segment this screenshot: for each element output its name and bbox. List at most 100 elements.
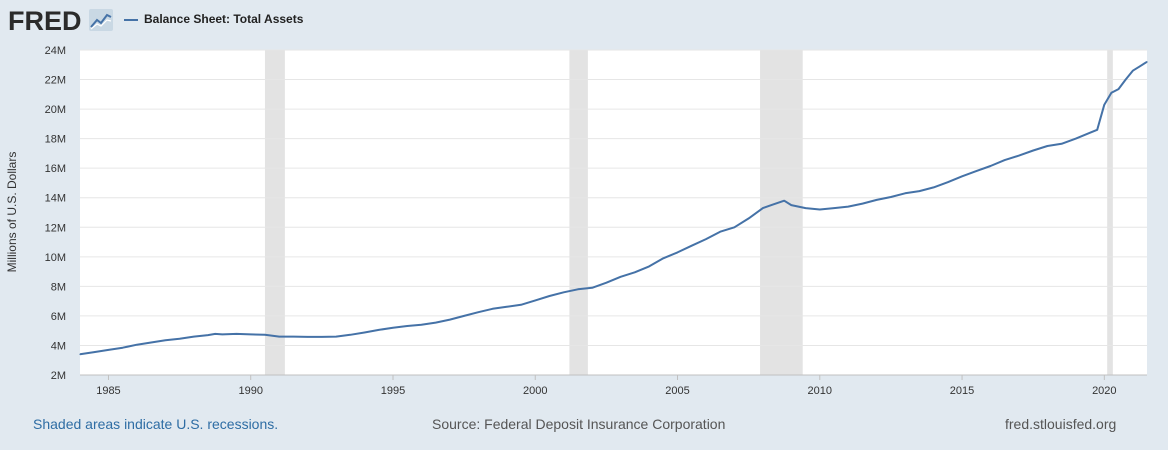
data-point xyxy=(1018,155,1020,157)
data-point xyxy=(378,329,380,331)
data-point xyxy=(1117,88,1120,90)
data-point xyxy=(634,271,636,273)
data-point xyxy=(947,181,949,183)
data-point xyxy=(278,335,280,338)
data-point xyxy=(762,207,764,209)
data-point xyxy=(193,335,195,338)
data-point xyxy=(819,208,821,211)
data-point xyxy=(349,334,351,336)
y-tick-label: 2M xyxy=(51,370,66,382)
data-point xyxy=(733,226,736,228)
data-point xyxy=(1089,132,1091,134)
x-tick-label: 1990 xyxy=(238,385,262,397)
x-tick-label: 2015 xyxy=(950,385,974,397)
data-point xyxy=(804,207,807,209)
y-tick-label: 12M xyxy=(45,222,66,234)
data-point xyxy=(477,311,479,313)
data-point xyxy=(435,321,437,324)
data-point xyxy=(989,165,992,167)
data-point xyxy=(691,245,693,247)
data-point xyxy=(307,336,309,338)
data-point xyxy=(1139,65,1141,67)
y-tick-label: 18M xyxy=(45,134,66,146)
site-link[interactable]: fred.stlouisfed.org xyxy=(1005,416,1117,432)
data-point xyxy=(136,344,138,346)
y-tick-label: 24M xyxy=(45,45,66,57)
x-tick-label: 1985 xyxy=(96,385,120,397)
y-tick-label: 10M xyxy=(45,252,66,264)
data-point xyxy=(548,295,551,297)
data-point xyxy=(748,217,750,220)
data-point xyxy=(150,341,152,344)
data-point xyxy=(363,331,366,334)
data-point xyxy=(1004,159,1006,161)
fred-logo[interactable]: FRED xyxy=(8,6,82,36)
data-point xyxy=(178,338,181,340)
data-point xyxy=(933,186,935,188)
data-point xyxy=(676,251,679,253)
data-point xyxy=(876,199,878,201)
data-point xyxy=(335,335,337,338)
data-point xyxy=(463,315,465,317)
data-point xyxy=(890,196,892,198)
data-point xyxy=(506,306,508,308)
data-point xyxy=(648,265,650,268)
data-point xyxy=(79,353,81,355)
data-point xyxy=(406,325,408,327)
data-point xyxy=(214,333,216,335)
data-point xyxy=(420,324,423,326)
data-point xyxy=(1103,104,1105,106)
data-point xyxy=(207,334,209,336)
data-point xyxy=(705,238,707,240)
recession-note-link[interactable]: Shaded areas indicate U.S. recessions. xyxy=(33,416,279,432)
data-point xyxy=(904,192,906,194)
data-point xyxy=(591,287,593,289)
data-point xyxy=(1032,149,1034,152)
data-point xyxy=(107,349,110,351)
recession-band xyxy=(1107,50,1113,375)
data-point xyxy=(534,299,536,301)
data-point xyxy=(662,257,664,259)
x-tick-label: 1995 xyxy=(381,385,405,397)
data-point xyxy=(577,288,579,290)
source-text: Source: Federal Deposit Insurance Corpor… xyxy=(432,416,726,432)
chart-header: FRED Balance Sheet: Total Assets xyxy=(0,0,1168,44)
x-tick-label: 2020 xyxy=(1092,385,1116,397)
data-point xyxy=(975,170,977,172)
data-point xyxy=(449,319,451,321)
data-point xyxy=(122,347,124,349)
data-point xyxy=(520,304,522,306)
data-point xyxy=(1125,78,1127,81)
y-tick-label: 14M xyxy=(45,193,66,205)
data-point xyxy=(918,190,920,192)
trend-chart-icon xyxy=(89,9,113,31)
line-chart[interactable]: 2M 4M 6M 8M 10M 12M 14M 16M 18M 20M 22M 24M 1985 1990… xyxy=(0,0,1168,410)
y-tick-label: 16M xyxy=(45,163,66,175)
data-point xyxy=(605,282,607,284)
series-line xyxy=(79,60,1148,356)
data-point xyxy=(620,276,622,278)
data-point xyxy=(1110,92,1113,94)
data-point xyxy=(790,204,792,206)
y-tick-label: 8M xyxy=(51,281,66,293)
y-tick-label: 6M xyxy=(51,311,66,323)
data-point xyxy=(1096,129,1098,131)
x-tick-label: 2000 xyxy=(523,385,547,397)
legend-label: Balance Sheet: Total Assets xyxy=(144,12,304,26)
data-point xyxy=(1046,145,1049,147)
data-point xyxy=(392,327,394,329)
y-tick-label: 4M xyxy=(51,340,66,352)
legend-swatch xyxy=(124,19,138,21)
data-point xyxy=(491,308,494,310)
y-tick-label: 20M xyxy=(45,104,66,116)
data-point xyxy=(221,333,223,335)
x-tick-label: 2005 xyxy=(665,385,689,397)
data-point xyxy=(321,336,323,338)
data-point xyxy=(719,231,721,233)
data-point xyxy=(833,207,835,209)
data-point xyxy=(1075,138,1077,140)
recession-band xyxy=(760,50,803,375)
data-point xyxy=(961,175,963,177)
data-point xyxy=(292,335,294,338)
data-point xyxy=(1146,61,1148,63)
